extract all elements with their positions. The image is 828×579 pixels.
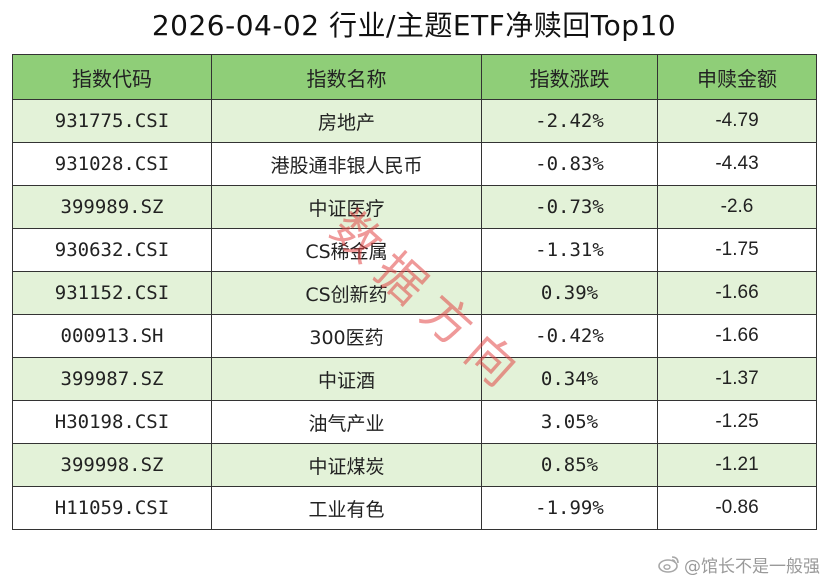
cell-redemption-amount: -1.37 bbox=[657, 357, 817, 401]
table-row: 930632.CSI CS稀金属 -1.31% -1.75 bbox=[12, 228, 817, 272]
cell-index-change: 3.05% bbox=[481, 400, 658, 444]
cell-redemption-amount: -1.25 bbox=[657, 400, 817, 444]
cell-index-change: 0.85% bbox=[481, 443, 658, 487]
header-index-code: 指数代码 bbox=[12, 54, 212, 100]
weibo-icon bbox=[658, 555, 680, 573]
cell-redemption-amount: -1.75 bbox=[657, 228, 817, 272]
table-row: 399989.SZ 中证医疗 -0.73% -2.6 bbox=[12, 185, 817, 229]
cell-index-change: -2.42% bbox=[481, 99, 658, 143]
cell-index-code: 399998.SZ bbox=[12, 443, 212, 487]
cell-index-code: 931775.CSI bbox=[12, 99, 212, 143]
cell-index-name: 中证煤炭 bbox=[211, 443, 482, 487]
table-header-row: 指数代码 指数名称 指数涨跌 申赎金额 bbox=[12, 54, 817, 100]
cell-index-code: H30198.CSI bbox=[12, 400, 212, 444]
cell-index-code: 931152.CSI bbox=[12, 271, 212, 315]
cell-index-change: 0.39% bbox=[481, 271, 658, 315]
cell-redemption-amount: -0.86 bbox=[657, 486, 817, 530]
cell-index-name: 工业有色 bbox=[211, 486, 482, 530]
table-row: 931028.CSI 港股通非银人民币 -0.83% -4.43 bbox=[12, 142, 817, 186]
footer-credit: @馆长不是一般强 bbox=[658, 553, 820, 577]
cell-redemption-amount: -1.21 bbox=[657, 443, 817, 487]
cell-index-code: 000913.SH bbox=[12, 314, 212, 358]
table-row: 931775.CSI 房地产 -2.42% -4.79 bbox=[12, 99, 817, 143]
cell-index-code: 399989.SZ bbox=[12, 185, 212, 229]
cell-index-name: 油气产业 bbox=[211, 400, 482, 444]
table-row: 399998.SZ 中证煤炭 0.85% -1.21 bbox=[12, 443, 817, 487]
table-row: 399987.SZ 中证酒 0.34% -1.37 bbox=[12, 357, 817, 401]
table-row: H30198.CSI 油气产业 3.05% -1.25 bbox=[12, 400, 817, 444]
etf-redemption-table: 指数代码 指数名称 指数涨跌 申赎金额 931775.CSI 房地产 -2.42… bbox=[12, 54, 817, 530]
header-index-name: 指数名称 bbox=[211, 54, 482, 100]
table-row: 931152.CSI CS创新药 0.39% -1.66 bbox=[12, 271, 817, 315]
cell-index-change: -0.83% bbox=[481, 142, 658, 186]
cell-index-change: -1.99% bbox=[481, 486, 658, 530]
cell-index-code: H11059.CSI bbox=[12, 486, 212, 530]
cell-index-code: 930632.CSI bbox=[12, 228, 212, 272]
cell-redemption-amount: -4.79 bbox=[657, 99, 817, 143]
cell-index-name: 中证医疗 bbox=[211, 185, 482, 229]
cell-index-change: -0.42% bbox=[481, 314, 658, 358]
footer-handle: @馆长不是一般强 bbox=[684, 556, 820, 577]
cell-redemption-amount: -4.43 bbox=[657, 142, 817, 186]
header-redemption-amount: 申赎金额 bbox=[657, 54, 817, 100]
table-row: 000913.SH 300医药 -0.42% -1.66 bbox=[12, 314, 817, 358]
cell-index-name: 房地产 bbox=[211, 99, 482, 143]
cell-redemption-amount: -2.6 bbox=[657, 185, 817, 229]
cell-index-name: CS创新药 bbox=[211, 271, 482, 315]
cell-redemption-amount: -1.66 bbox=[657, 314, 817, 358]
cell-index-change: -0.73% bbox=[481, 185, 658, 229]
cell-index-name: CS稀金属 bbox=[211, 228, 482, 272]
cell-index-name: 中证酒 bbox=[211, 357, 482, 401]
cell-index-code: 931028.CSI bbox=[12, 142, 212, 186]
cell-index-code: 399987.SZ bbox=[12, 357, 212, 401]
cell-index-change: -1.31% bbox=[481, 228, 658, 272]
cell-redemption-amount: -1.66 bbox=[657, 271, 817, 315]
table-row: H11059.CSI 工业有色 -1.99% -0.86 bbox=[12, 486, 817, 530]
page-title: 2026-04-02 行业/主题ETF净赎回Top10 bbox=[151, 9, 677, 42]
cell-index-name: 港股通非银人民币 bbox=[211, 142, 482, 186]
cell-index-name: 300医药 bbox=[211, 314, 482, 358]
header-index-change: 指数涨跌 bbox=[481, 54, 658, 100]
cell-index-change: 0.34% bbox=[481, 357, 658, 401]
